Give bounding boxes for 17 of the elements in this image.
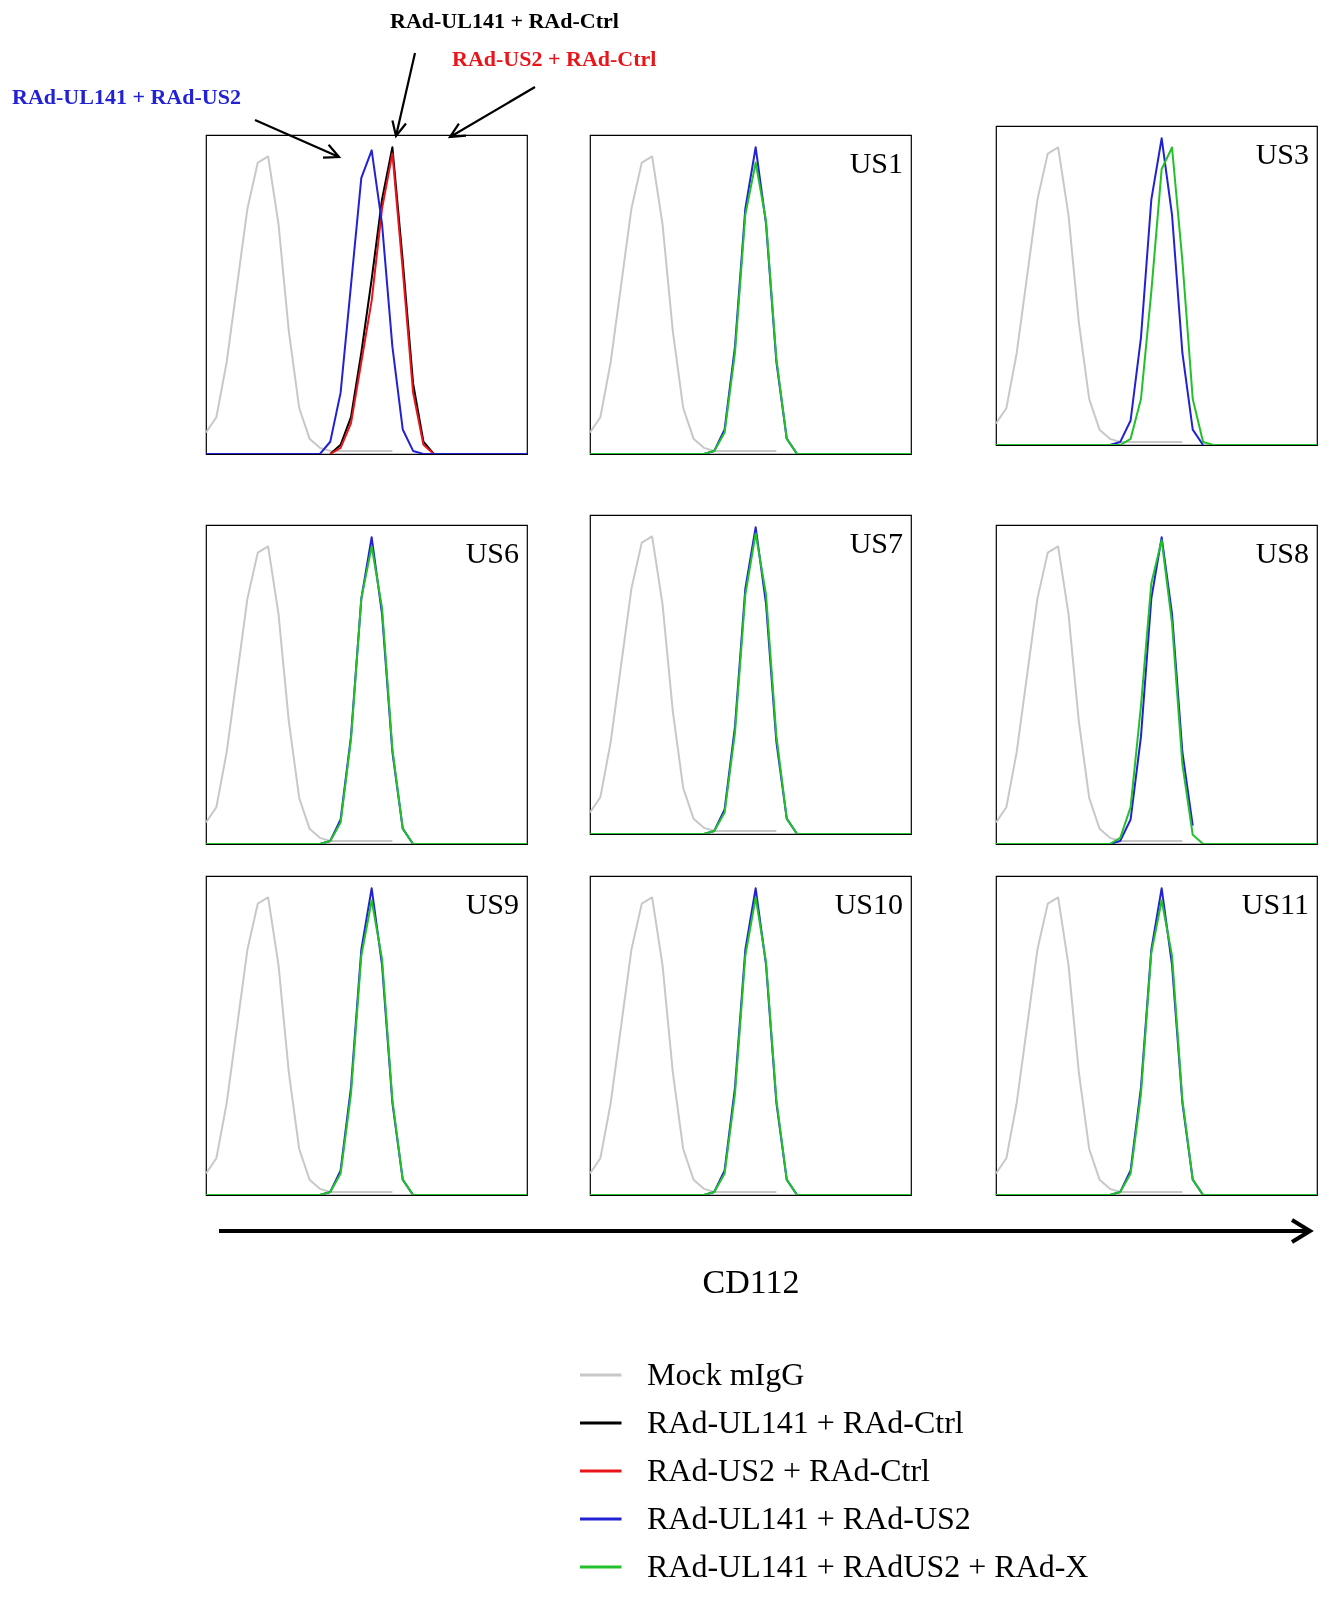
text: RAd-UL141 + RAd-US2: [12, 84, 241, 110]
chart-title: US10: [834, 887, 903, 920]
legend-label: RAd-UL141 + RAdUS2 + RAd-X: [647, 1548, 1089, 1584]
text: RAd-US2 + RAd-Ctrl: [647, 1452, 930, 1488]
chart-title: US6: [465, 536, 519, 569]
chart-title: US1: [849, 146, 903, 179]
legend-label: RAd-UL141 + RAd-US2: [647, 1500, 971, 1536]
chart-title: US7: [849, 526, 903, 559]
chart-title: US3: [1255, 137, 1309, 170]
text: RAd-US2 + RAd-Ctrl: [452, 46, 657, 72]
chart-title: US11: [1241, 887, 1309, 920]
x-axis-title: CD112: [702, 1262, 800, 1300]
chart-title: US9: [465, 887, 519, 920]
text: RAd-UL141 + RAd-Ctrl: [390, 8, 619, 34]
chart-title: US8: [1255, 536, 1309, 569]
legend-label: Mock mIgG: [647, 1356, 805, 1392]
text: RAd-UL141 + RAd-Ctrl: [647, 1404, 964, 1440]
